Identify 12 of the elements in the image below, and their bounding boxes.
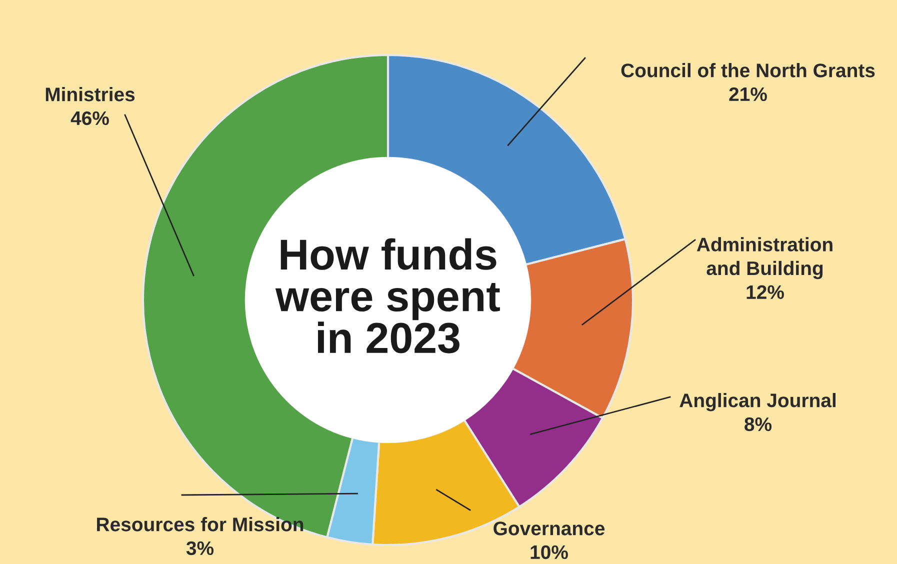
data-label: 3% <box>186 541 214 556</box>
slice-label: Administration and Building <box>696 237 832 280</box>
slice-label: Governance <box>494 522 605 536</box>
data-label: 12% <box>746 285 784 299</box>
slice-label: Anglican Journal <box>680 393 836 412</box>
slice-label: Ministries <box>46 87 135 102</box>
data-label: 8% <box>744 417 772 432</box>
data-label: 46% <box>70 111 109 126</box>
slice-label: Council of the North Grants <box>621 63 875 78</box>
data-label: 10% <box>530 545 568 560</box>
text: How funds were spent in 2023 <box>275 238 500 354</box>
data-label: 21% <box>729 87 767 102</box>
